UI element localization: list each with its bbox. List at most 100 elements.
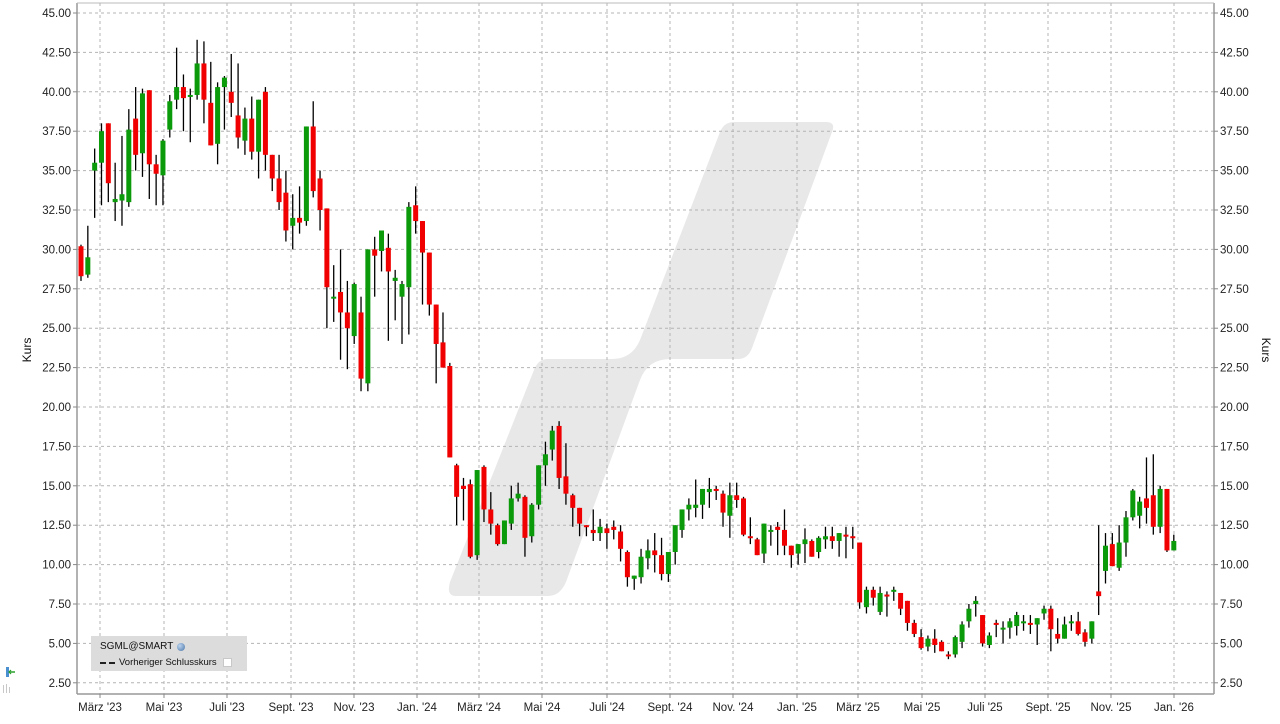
y-tick-label-left: 27.50 [42, 284, 71, 296]
candle-down [440, 342, 446, 368]
candle-up [768, 529, 774, 532]
x-tick-label: März '23 [78, 702, 122, 714]
candle-down [577, 507, 583, 524]
x-tick-label: Mai '24 [524, 702, 561, 714]
candle-up [1157, 488, 1163, 527]
candle-up [242, 118, 248, 141]
candle-down [563, 476, 569, 494]
candle-series [78, 39, 1177, 660]
y-tick-label-left: 5.00 [49, 638, 71, 650]
x-axis-ticks: März '23 Mai '23 Juli '23 Sept. '23 Nov. '23… [78, 694, 1194, 714]
volume-bars-icon[interactable] [3, 684, 15, 693]
candle-down [980, 615, 986, 644]
candle-up [679, 509, 685, 530]
y-tick-label-right: 2.50 [1220, 678, 1242, 690]
candle-up [331, 296, 337, 299]
x-tick-label: Nov. '24 [713, 702, 755, 714]
y-tick-label-left: 25.00 [42, 323, 71, 335]
y-tick-label-left: 2.50 [49, 678, 71, 690]
candle-up [1130, 490, 1136, 518]
candle-down [1150, 495, 1156, 527]
candle-down [939, 641, 945, 652]
candle-up [672, 525, 678, 552]
candle-up [290, 217, 296, 226]
y-tick-label-left: 17.50 [42, 441, 71, 453]
candle-up [112, 198, 118, 203]
candle-up [392, 277, 398, 281]
candle-down [624, 551, 630, 578]
candle-down [454, 465, 460, 497]
candle-up [508, 498, 514, 524]
candle-down [522, 496, 528, 538]
previous-close-checkbox[interactable] [222, 658, 232, 667]
candle-up [1041, 608, 1047, 614]
y-axis-ticks: 2.50 2.50 5.00 5.00 7.50 7.50 10.00 10.00 12.50 1… [42, 8, 1249, 690]
dashed-line-icon [100, 661, 115, 664]
candle-down [310, 126, 316, 192]
x-tick-label: Mai '25 [904, 702, 941, 714]
legend-symbol-entry: SGML@SMART [100, 641, 186, 652]
y-tick-label-left: 22.50 [42, 363, 71, 375]
candle-up [686, 504, 692, 510]
candle-down [945, 654, 951, 657]
x-tick-label: März '25 [836, 702, 880, 714]
candle-up [822, 536, 828, 540]
candle-up [973, 600, 979, 604]
candle-up [597, 526, 603, 534]
y-tick-label-right: 40.00 [1220, 87, 1249, 99]
candle-up [816, 537, 822, 552]
y-tick-label-right: 22.50 [1220, 363, 1249, 375]
y-tick-label-right: 35.00 [1220, 166, 1249, 178]
candle-down [283, 192, 289, 231]
candle-up [952, 637, 958, 655]
candle-down [338, 291, 344, 313]
candle-down [78, 246, 84, 277]
x-tick-label: Sept. '24 [647, 702, 693, 714]
candle-up [215, 87, 221, 144]
candle-down [781, 529, 787, 546]
y-tick-label-right: 7.50 [1220, 599, 1242, 611]
candle-down [604, 528, 610, 534]
y-tick-label-right: 17.50 [1220, 441, 1249, 453]
candle-down [611, 526, 617, 530]
candle-up [92, 162, 98, 171]
candle-down [276, 178, 282, 203]
candle-up [167, 101, 173, 130]
candle-down [481, 466, 487, 510]
candle-down [993, 622, 999, 625]
candle-down [1075, 621, 1081, 634]
candle-up [700, 488, 706, 505]
candle-down [1164, 488, 1170, 551]
candle-down [850, 536, 856, 539]
x-tick-label: Jan. '24 [397, 702, 438, 714]
legend-symbol-label: SGML@SMART [100, 641, 174, 652]
x-tick-label: Sept. '23 [268, 702, 313, 714]
y-tick-label-left: 15.00 [42, 481, 71, 493]
candle-up [959, 624, 965, 642]
candle-up [891, 589, 897, 592]
x-tick-label: Juli '25 [967, 702, 1002, 714]
candle-up [351, 284, 357, 337]
candle-down [467, 484, 473, 557]
candle-up [925, 638, 931, 647]
candle-up [187, 94, 193, 97]
candle-up [160, 140, 166, 176]
candle-up [802, 539, 808, 545]
candle-up [1062, 624, 1068, 639]
axes [76, 2, 1215, 695]
candle-up [645, 550, 651, 559]
candle-down [420, 221, 425, 253]
candle-down [447, 366, 453, 458]
candle-down [228, 91, 234, 103]
candle-up [836, 533, 842, 541]
zoom-reset-icon[interactable] [4, 666, 16, 678]
candle-up [631, 575, 637, 579]
candle-down [754, 539, 760, 556]
candle-down [146, 90, 152, 165]
candle-up [474, 470, 480, 556]
candle-up [1116, 542, 1122, 568]
candle-up [986, 635, 992, 645]
candle-down [269, 154, 275, 179]
globe-icon[interactable] [177, 642, 186, 651]
candle-up [536, 465, 542, 505]
